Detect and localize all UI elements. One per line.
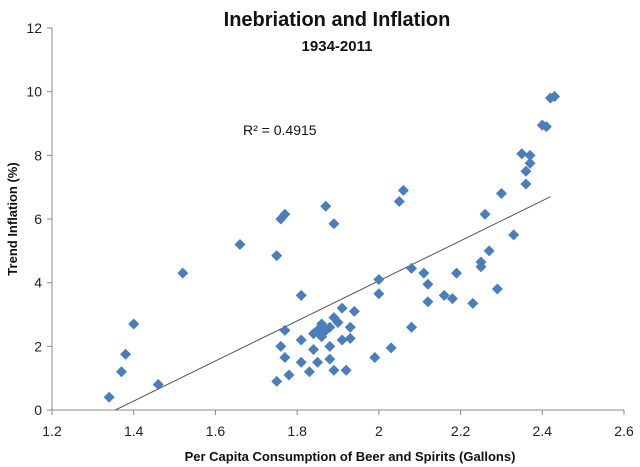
x-tick-label: 2.6	[614, 423, 634, 439]
data-point	[279, 324, 291, 336]
x-tick-label: 1.8	[287, 423, 307, 439]
data-point	[524, 149, 536, 161]
data-point	[406, 321, 418, 333]
axes	[51, 28, 624, 411]
data-point	[271, 375, 283, 387]
data-point	[540, 121, 552, 133]
data-point	[524, 157, 536, 169]
data-point	[128, 318, 140, 330]
data-point	[418, 267, 430, 279]
data-point	[438, 289, 450, 301]
data-point	[303, 366, 315, 378]
data-point	[115, 366, 127, 378]
data-point	[177, 267, 189, 279]
data-point	[475, 261, 487, 273]
x-tick-label: 1.6	[206, 423, 226, 439]
data-point	[295, 356, 307, 368]
y-tick-label: 8	[34, 147, 42, 163]
data-point	[385, 342, 397, 354]
trendline	[115, 196, 551, 411]
data-point	[479, 208, 491, 220]
y-tick-label: 6	[34, 211, 42, 227]
data-point	[344, 321, 356, 333]
x-axis-label: Per Capita Consumption of Beer and Spiri…	[185, 449, 516, 464]
data-point	[328, 364, 340, 376]
data-point	[491, 283, 503, 295]
data-point	[397, 184, 409, 196]
data-point	[307, 344, 319, 356]
chart-title: Inebriation and Inflation	[224, 9, 451, 31]
data-point	[369, 351, 381, 363]
data-point	[152, 379, 164, 391]
r-squared-annotation: R² = 0.4915	[243, 122, 317, 138]
data-point	[283, 369, 295, 381]
data-point	[324, 321, 336, 333]
x-tick-label: 1.2	[42, 423, 62, 439]
x-tick-label: 2.2	[451, 423, 471, 439]
data-point	[328, 218, 340, 230]
y-axis-label: Trend Inflation (%)	[5, 162, 20, 275]
data-point	[324, 340, 336, 352]
data-point	[520, 178, 532, 190]
data-point	[495, 188, 507, 200]
data-point	[373, 273, 385, 285]
data-point	[344, 332, 356, 344]
data-point	[279, 208, 291, 220]
data-point	[467, 297, 479, 309]
chart-subtitle: 1934-2011	[302, 38, 373, 55]
data-point	[516, 148, 528, 160]
data-point	[271, 250, 283, 262]
data-point	[373, 288, 385, 300]
y-tick-label: 12	[26, 20, 42, 36]
data-point	[234, 238, 246, 250]
data-point	[422, 296, 434, 308]
x-tick-label: 2	[375, 423, 383, 439]
data-point	[332, 316, 344, 328]
data-point	[483, 245, 495, 257]
data-point	[295, 289, 307, 301]
data-point	[340, 364, 352, 376]
y-tick-label: 10	[26, 84, 42, 100]
data-point	[336, 334, 348, 346]
x-tick-label: 2.4	[533, 423, 553, 439]
x-tick-label: 1.4	[124, 423, 144, 439]
data-point	[336, 302, 348, 314]
data-point	[520, 165, 532, 177]
data-point	[103, 391, 115, 403]
y-axis-ticks: 0 2 4 6 8 10 12	[26, 20, 52, 418]
y-tick-label: 0	[34, 402, 42, 418]
data-point	[446, 293, 458, 305]
data-point	[508, 229, 520, 241]
data-point	[422, 278, 434, 290]
data-point	[406, 262, 418, 274]
data-point	[549, 90, 561, 102]
data-point	[120, 348, 132, 360]
data-point	[295, 334, 307, 346]
data-point	[279, 351, 291, 363]
data-point	[348, 305, 360, 317]
data-point	[450, 267, 462, 279]
x-axis-ticks: 1.2 1.4 1.6 1.8 2 2.2 2.4 2.6	[42, 410, 634, 439]
data-point	[312, 356, 324, 368]
data-point	[275, 340, 287, 352]
data-point	[324, 353, 336, 365]
y-tick-label: 2	[34, 338, 42, 354]
data-point	[320, 200, 332, 212]
data-point	[393, 195, 405, 207]
y-tick-label: 4	[34, 275, 42, 291]
data-points	[103, 90, 561, 403]
